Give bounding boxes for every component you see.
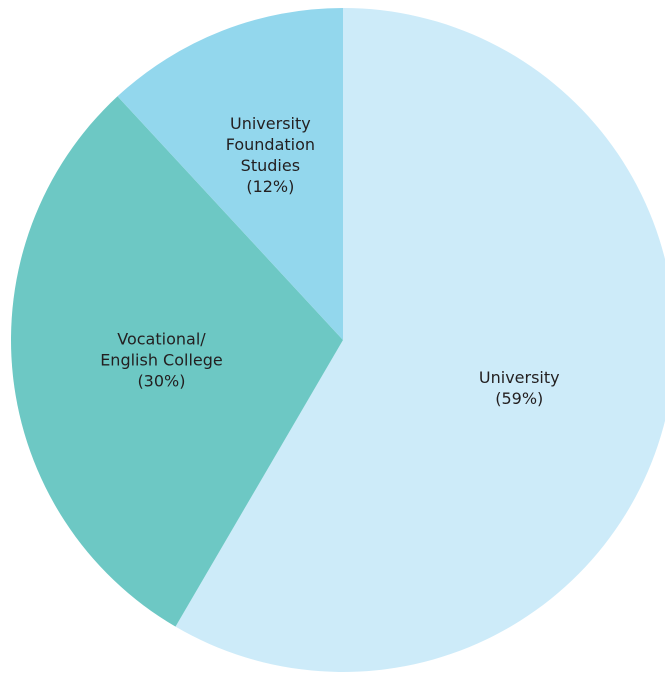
value-label: (30%) (137, 371, 186, 391)
value-label: (12%) (246, 176, 295, 196)
category-label: University Foundation Studies (225, 113, 316, 175)
pie-slice (10, 96, 344, 627)
slice-label: University Foundation Studies (12%) (226, 113, 315, 197)
slice-label: University (59%) (479, 367, 560, 409)
category-label: University (478, 367, 560, 387)
slice-label: Vocational/ English College (30%) (100, 328, 223, 391)
pie-slice (117, 8, 343, 340)
category-label: Vocational/ English College (100, 329, 223, 370)
value-label: (59%) (495, 388, 544, 408)
pie-slice (175, 8, 665, 672)
